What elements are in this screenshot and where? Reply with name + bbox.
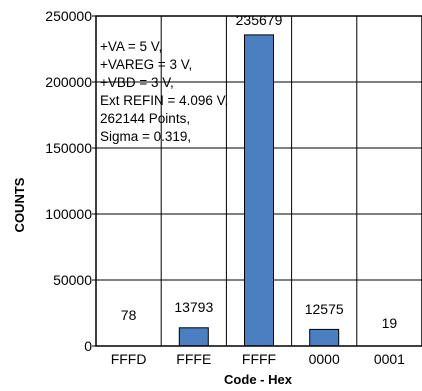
annotation-line: +VAREG = 3 V, — [100, 57, 192, 72]
y-tick-label: 100000 — [45, 206, 92, 222]
x-tick-label: FFFF — [242, 351, 276, 367]
x-axis-title: Code - Hex — [224, 372, 293, 387]
conditions-annotation: +VA = 5 V, +VAREG = 3 V, +VBD = 3 V, Ext RE… — [100, 39, 228, 144]
y-tick-label: 200000 — [45, 74, 92, 90]
bar — [244, 34, 274, 347]
annotation-line: Ext REFIN = 4.096 V, — [100, 93, 228, 108]
plot-frame — [95, 15, 422, 347]
y-axis-title: COUNTS — [12, 177, 27, 232]
data-label: 12575 — [305, 301, 344, 317]
annotation-line: 262144 Points, — [100, 111, 190, 126]
data-labels: 78 13793 235679 12575 19 — [121, 12, 398, 331]
x-tick-label: FFFE — [176, 351, 211, 367]
y-tick-label: 0 — [84, 338, 92, 354]
y-tick-label: 50000 — [53, 272, 92, 288]
data-label: 78 — [121, 307, 137, 323]
x-tick-labels: FFFD FFFE FFFF 0000 0001 — [111, 351, 405, 367]
x-tick-label: 0000 — [309, 351, 340, 367]
data-label: 19 — [382, 315, 398, 331]
bar — [178, 327, 209, 347]
y-tick-labels: 0 50000 100000 150000 200000 250000 — [45, 8, 96, 354]
annotation-line: +VA = 5 V, — [100, 39, 162, 54]
annotation-line: +VBD = 3 V, — [100, 75, 174, 90]
bar — [309, 328, 340, 347]
data-label: 235679 — [236, 12, 283, 28]
y-tick-label: 150000 — [45, 140, 92, 156]
bars — [178, 34, 340, 347]
x-tick-label: 0001 — [374, 351, 405, 367]
x-tick-label: FFFD — [111, 351, 147, 367]
data-label: 13793 — [174, 299, 213, 315]
annotation-line: Sigma = 0.319, — [100, 129, 191, 144]
y-tick-label: 250000 — [45, 8, 92, 24]
